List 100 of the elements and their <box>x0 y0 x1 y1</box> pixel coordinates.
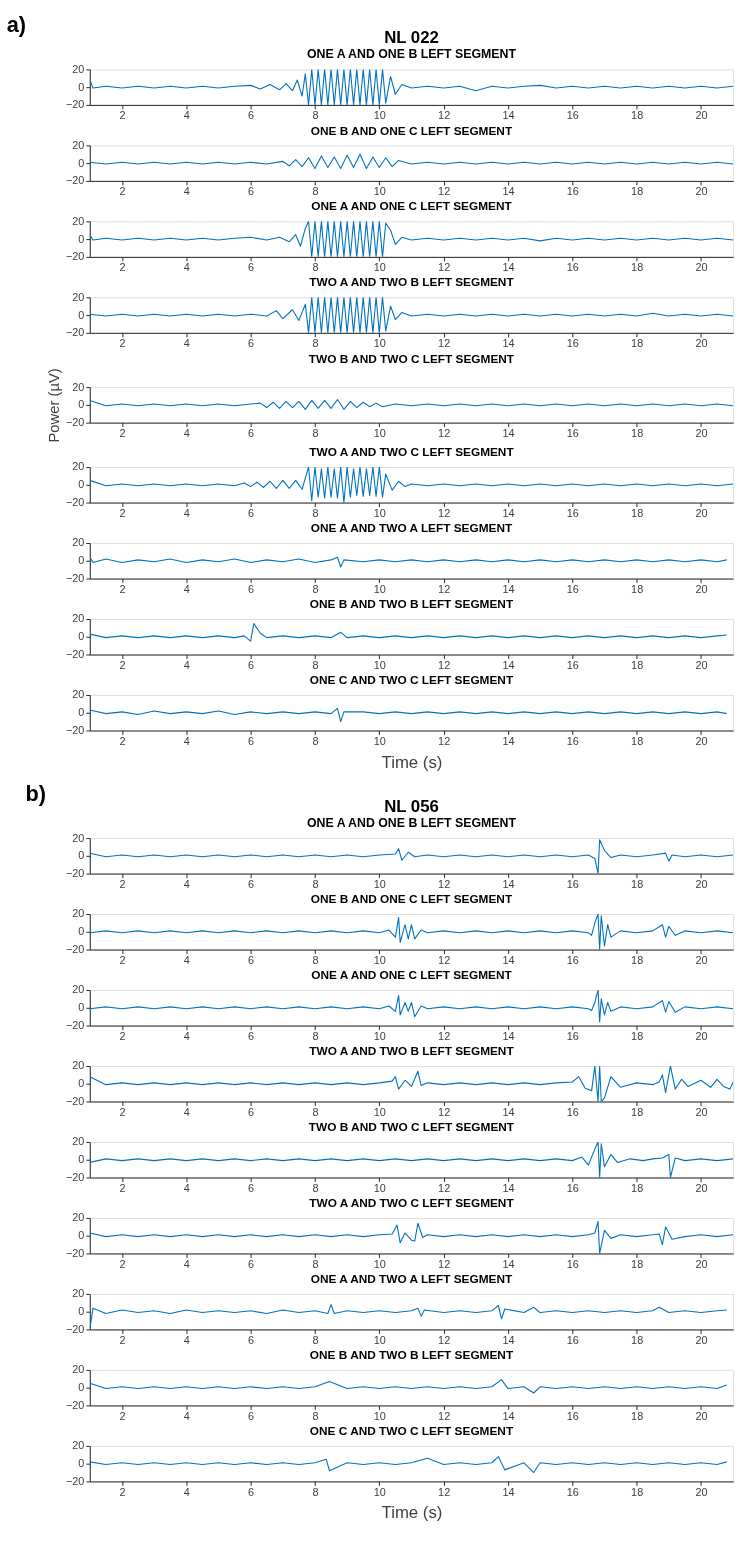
x-tick-label: 16 <box>566 734 579 747</box>
x-tick-label: 14 <box>502 426 515 439</box>
x-tick-label: 2 <box>119 1333 126 1346</box>
line-series <box>89 1220 734 1254</box>
x-tick-label: 10 <box>373 1333 386 1346</box>
x-tick-label: 4 <box>183 1181 190 1194</box>
x-tick-label: 6 <box>248 109 255 122</box>
x-tick-label: 12 <box>438 337 451 350</box>
line-series <box>89 1304 728 1330</box>
x-tick-label: 14 <box>502 337 515 350</box>
x-tick-label: 14 <box>502 1029 515 1042</box>
x-tick-label: 12 <box>438 1333 451 1346</box>
x-tick-label: 12 <box>438 658 451 671</box>
x-tick-label: 10 <box>373 734 386 747</box>
y-tick-label: 20 <box>72 1135 85 1148</box>
y-tick-label: 20 <box>72 138 85 151</box>
x-tick-label: 18 <box>631 1409 644 1422</box>
x-tick-label: 10 <box>373 337 386 350</box>
y-tick-label: 0 <box>78 706 85 719</box>
x-tick-label: 8 <box>312 1029 319 1042</box>
x-tick-label: 10 <box>373 185 386 198</box>
y-tick-label: −20 <box>65 1094 85 1107</box>
y-tick-label: 0 <box>78 1077 85 1090</box>
y-tick-label: 20 <box>72 1439 85 1452</box>
y-tick-label: −20 <box>65 1398 85 1411</box>
chart-title: TWO B AND TWO C LEFT SEGMENT <box>308 351 515 366</box>
x-tick-label: 4 <box>183 658 190 671</box>
x-tick-label: 18 <box>631 109 644 122</box>
y-axis-title: Power (µV) <box>46 368 63 443</box>
y-tick-label: 20 <box>72 380 85 393</box>
line-series <box>89 399 734 410</box>
x-tick-label: 4 <box>183 426 190 439</box>
x-tick-label: 14 <box>502 506 515 519</box>
x-tick-label: 2 <box>119 582 126 595</box>
x-axis-title: Time (s) <box>381 1503 443 1523</box>
chart-title: ONE C AND TWO C LEFT SEGMENT <box>309 673 514 688</box>
y-tick-label: 0 <box>78 232 85 245</box>
x-tick-label: 2 <box>119 658 126 671</box>
x-tick-label: 14 <box>502 1181 515 1194</box>
x-tick-label: 10 <box>373 426 386 439</box>
x-tick-label: 16 <box>566 261 579 274</box>
y-tick-label: 20 <box>72 460 85 473</box>
x-tick-label: 12 <box>438 877 451 890</box>
x-tick-label: 8 <box>312 1105 319 1118</box>
y-tick-label: 0 <box>78 1229 85 1242</box>
x-tick-label: 2 <box>119 1029 126 1042</box>
x-tick-label: 10 <box>373 658 386 671</box>
x-tick-label: 10 <box>373 1257 386 1270</box>
x-tick-label: 4 <box>183 1333 190 1346</box>
x-tick-label: 6 <box>248 185 255 198</box>
x-tick-label: 20 <box>695 1409 708 1422</box>
x-tick-label: 14 <box>502 1409 515 1422</box>
x-tick-label: 12 <box>438 582 451 595</box>
x-tick-label: 14 <box>502 658 515 671</box>
y-tick-label: −20 <box>65 1246 85 1259</box>
x-tick-label: 10 <box>373 953 386 966</box>
x-tick-label: 18 <box>631 1257 644 1270</box>
x-tick-label: 10 <box>373 1029 386 1042</box>
x-tick-label: 16 <box>566 953 579 966</box>
x-tick-label: 12 <box>438 953 451 966</box>
y-tick-label: −20 <box>65 174 85 187</box>
x-tick-label: 8 <box>312 1485 319 1498</box>
x-tick-label: 8 <box>312 426 319 439</box>
chart-subtitle: ONE A AND ONE B LEFT SEGMENT <box>307 47 517 62</box>
line-series <box>89 467 734 503</box>
y-tick-label: −20 <box>65 326 85 339</box>
x-tick-label: 4 <box>183 582 190 595</box>
x-tick-label: 6 <box>248 1257 255 1270</box>
chart-title: TWO A AND TWO B LEFT SEGMENT <box>309 275 515 290</box>
x-tick-label: 6 <box>248 1105 255 1118</box>
x-tick-label: 8 <box>312 1181 319 1194</box>
x-tick-label: 8 <box>312 1257 319 1270</box>
x-tick-label: 14 <box>502 734 515 747</box>
x-tick-label: 16 <box>566 506 579 519</box>
x-tick-label: 4 <box>183 109 190 122</box>
y-tick-label: −20 <box>65 1170 85 1183</box>
chart-title: TWO A AND TWO C LEFT SEGMENT <box>309 445 515 460</box>
x-tick-label: 6 <box>248 1485 255 1498</box>
x-tick-label: 4 <box>183 506 190 519</box>
x-tick-label: 12 <box>438 261 451 274</box>
y-tick-label: −20 <box>65 250 85 263</box>
x-tick-label: 16 <box>566 337 579 350</box>
y-tick-label: 0 <box>78 925 85 938</box>
line-series <box>89 990 734 1023</box>
x-tick-label: 16 <box>566 1029 579 1042</box>
y-tick-label: 20 <box>72 290 85 303</box>
x-tick-label: 10 <box>373 261 386 274</box>
x-tick-label: 4 <box>183 261 190 274</box>
x-tick-label: 14 <box>502 1333 515 1346</box>
x-tick-label: 6 <box>248 506 255 519</box>
x-tick-label: 20 <box>695 1333 708 1346</box>
y-tick-label: 0 <box>78 1381 85 1394</box>
x-tick-label: 2 <box>119 185 126 198</box>
x-tick-label: 20 <box>695 109 708 122</box>
x-tick-label: 18 <box>631 734 644 747</box>
x-tick-label: 8 <box>312 1409 319 1422</box>
x-tick-label: 2 <box>119 953 126 966</box>
x-tick-label: 6 <box>248 1333 255 1346</box>
x-tick-label: 18 <box>631 953 644 966</box>
line-series <box>89 1065 734 1102</box>
